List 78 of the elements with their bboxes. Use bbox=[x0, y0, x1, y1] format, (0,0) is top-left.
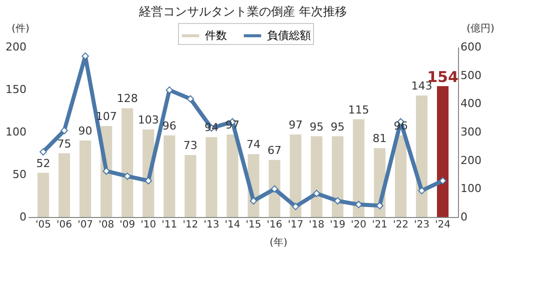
x-tick-label: '21 bbox=[372, 220, 388, 230]
y2-tick-label: 0 bbox=[460, 210, 468, 224]
data-label: 74 bbox=[246, 138, 261, 152]
y2-tick-label: 400 bbox=[460, 97, 482, 110]
data-label: 95 bbox=[310, 120, 324, 134]
y2-tick-label: 500 bbox=[460, 68, 482, 82]
data-label: 103 bbox=[138, 113, 159, 126]
y2-tick-label: 100 bbox=[460, 182, 482, 196]
point bbox=[312, 190, 320, 198]
bar bbox=[268, 160, 280, 217]
y2-tick-label: 600 bbox=[460, 40, 482, 54]
x-tick-label: '18 bbox=[308, 220, 324, 230]
data-label: 73 bbox=[183, 138, 198, 152]
data-label: 81 bbox=[372, 132, 387, 146]
y-tick-label: 0 bbox=[20, 210, 26, 224]
data-label: 75 bbox=[57, 137, 72, 150]
data-label: 52 bbox=[36, 156, 50, 170]
point bbox=[270, 185, 278, 193]
bar bbox=[226, 134, 238, 217]
y-tick-label: 50 bbox=[12, 168, 26, 181]
y2-tick-label: 300 bbox=[460, 126, 482, 138]
x-tick-label: '05 bbox=[36, 220, 51, 230]
x-tick-label: '23 bbox=[414, 220, 430, 230]
bar bbox=[37, 172, 50, 217]
data-label: 95 bbox=[330, 120, 345, 134]
y2-axis-title: (億円) bbox=[466, 22, 494, 34]
data-label: 97 bbox=[288, 118, 303, 132]
x-tick-label: '14 bbox=[224, 220, 240, 230]
legend-label: 件数 bbox=[205, 28, 227, 42]
x-tick-label: '10 bbox=[140, 220, 156, 230]
y-tick-label: 150 bbox=[6, 83, 26, 96]
bar bbox=[436, 86, 449, 217]
x-tick-label: '16 bbox=[266, 220, 282, 230]
bar bbox=[394, 135, 406, 217]
point bbox=[186, 95, 194, 103]
bar bbox=[58, 153, 70, 217]
x-tick-label: '07 bbox=[78, 220, 94, 230]
bar bbox=[290, 134, 302, 217]
data-label: 128 bbox=[116, 92, 138, 106]
point bbox=[292, 202, 300, 210]
x-tick-label: '17 bbox=[288, 220, 304, 230]
point bbox=[439, 177, 446, 184]
bar bbox=[416, 95, 428, 217]
y-axis-title: (件) bbox=[12, 24, 30, 34]
x-tick-label: '12 bbox=[182, 220, 198, 230]
x-tick-label: '20 bbox=[350, 220, 366, 230]
data-label: 115 bbox=[348, 103, 370, 116]
x-tick-label: '13 bbox=[204, 220, 220, 230]
point bbox=[144, 177, 152, 184]
bar bbox=[206, 137, 218, 217]
bar bbox=[332, 136, 344, 217]
x-tick-label: '09 bbox=[120, 220, 136, 230]
data-label: 90 bbox=[78, 124, 92, 138]
y-tick-label: 100 bbox=[6, 126, 26, 138]
point bbox=[376, 202, 384, 210]
x-tick-label: '08 bbox=[98, 220, 114, 230]
y2-tick-label: 200 bbox=[460, 154, 482, 167]
point bbox=[418, 186, 426, 194]
x-tick-label: '15 bbox=[246, 220, 262, 230]
data-label: 96 bbox=[162, 119, 176, 132]
bar bbox=[80, 140, 92, 217]
bar bbox=[164, 135, 176, 217]
x-tick-label: '06 bbox=[56, 220, 72, 230]
point bbox=[250, 197, 258, 205]
y-tick-label: 200 bbox=[6, 40, 26, 54]
data-label: 67 bbox=[268, 144, 282, 158]
legend-label: 負債総額 bbox=[267, 28, 311, 42]
x-tick-label: '11 bbox=[162, 220, 178, 230]
bar bbox=[122, 108, 134, 217]
x-tick-label: '22 bbox=[392, 220, 408, 230]
bar bbox=[184, 154, 196, 217]
x-tick-label: '24 bbox=[435, 220, 450, 230]
chart-title: 経営コンサルタント業の倒産 年次推移 bbox=[138, 4, 347, 18]
bar bbox=[352, 119, 364, 217]
x-tick-label: '19 bbox=[330, 220, 346, 230]
x-axis-title: (年) bbox=[270, 236, 288, 248]
point bbox=[40, 148, 47, 156]
bar bbox=[310, 136, 322, 217]
